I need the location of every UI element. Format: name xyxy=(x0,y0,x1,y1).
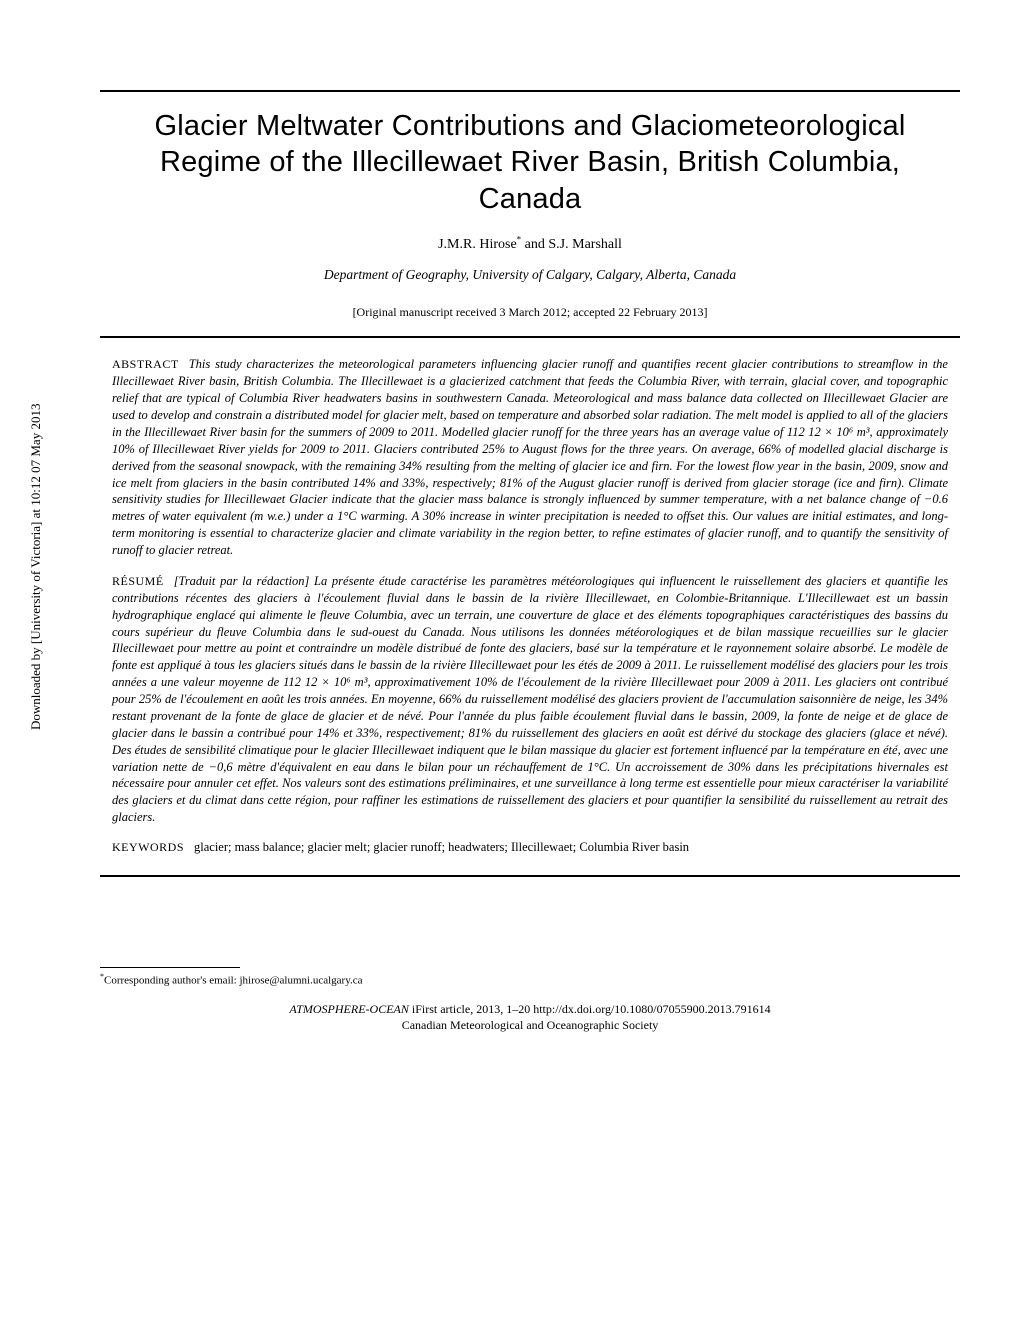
abstract-fr-text: [Traduit par la rédaction] La présente é… xyxy=(112,574,948,824)
abstract-section: ABSTRACTThis study characterizes the met… xyxy=(112,356,948,826)
footer-line-1: ATMOSPHERE-OCEAN iFirst article, 2013, 1… xyxy=(100,1001,960,1017)
corresponding-author-footnote: *Corresponding author's email: jhirose@a… xyxy=(100,972,960,987)
keywords-label: KEYWORDS xyxy=(112,840,184,854)
journal-name: ATMOSPHERE-OCEAN xyxy=(289,1002,409,1016)
abstract-en-text: This study characterizes the meteorologi… xyxy=(112,357,948,557)
keywords-line: KEYWORDS glacier; mass balance; glacier m… xyxy=(112,840,948,855)
affiliation: Department of Geography, University of C… xyxy=(100,267,960,283)
footnote-text: Corresponding author's email: jhirose@al… xyxy=(104,975,363,987)
mid-divider xyxy=(100,336,960,338)
authors: J.M.R. Hirose* and S.J. Marshall xyxy=(100,235,960,254)
top-divider xyxy=(100,90,960,92)
abstract-french: RÉSUMÉ[Traduit par la rédaction] La prés… xyxy=(112,573,948,826)
footnote-divider xyxy=(100,967,240,968)
page-content: Glacier Meltwater Contributions and Glac… xyxy=(100,0,960,1033)
resume-label: RÉSUMÉ xyxy=(112,574,164,588)
abstract-label: ABSTRACT xyxy=(112,357,179,371)
author-names: J.M.R. Hirose* and S.J. Marshall xyxy=(438,237,622,252)
abstract-english: ABSTRACTThis study characterizes the met… xyxy=(112,356,948,559)
article-title: Glacier Meltwater Contributions and Glac… xyxy=(110,108,950,217)
keywords-text: glacier; mass balance; glacier melt; gla… xyxy=(194,840,689,854)
download-attribution: Downloaded by [University of Victoria] a… xyxy=(28,404,44,730)
footer-line-2: Canadian Meteorological and Oceanographi… xyxy=(100,1017,960,1033)
page-footer: ATMOSPHERE-OCEAN iFirst article, 2013, 1… xyxy=(100,1001,960,1033)
bottom-divider xyxy=(100,875,960,877)
manuscript-dates: [Original manuscript received 3 March 20… xyxy=(100,305,960,320)
footer-citation: iFirst article, 2013, 1–20 http://dx.doi… xyxy=(409,1002,771,1016)
